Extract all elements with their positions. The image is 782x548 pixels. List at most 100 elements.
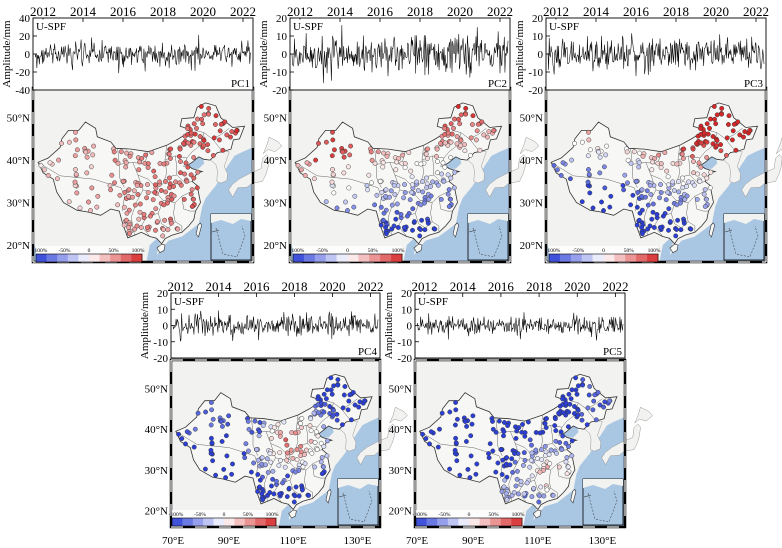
gnss-station [566,444,571,449]
gnss-station [153,206,159,212]
gnss-station [369,180,374,186]
gnss-station [691,159,696,164]
gnss-station [463,439,469,444]
gnss-station [86,199,91,205]
gnss-station [527,464,533,470]
gnss-station [395,225,401,230]
japan [356,423,396,466]
year-tick-label: 2012 [30,4,56,19]
gnss-station [430,179,436,185]
gnss-station [529,442,534,448]
gnss-station [117,192,123,198]
gnss-station [427,441,432,447]
amplitude-series [547,33,765,77]
gnss-station [704,196,709,202]
amplitude-tick-label: 0 [163,321,169,333]
amplitude-axis-label: Amplitude/mm [139,291,151,359]
gnss-station [73,171,79,177]
gnss-station [467,152,473,158]
amplitude-axis-label: Amplitude/mm [383,291,395,359]
gnss-station [217,128,223,134]
gnss-station [257,484,263,490]
gnss-station [112,157,118,163]
map-pc2: 50°N40°N30°N20°N -100% -50% 0 50% 100% [264,86,540,264]
gnss-station [656,152,662,158]
colorbar-cell [224,518,235,526]
amplitude-tick-label: 10 [532,31,544,43]
gnss-station [579,199,585,205]
colorbar-cell [490,518,502,526]
gnss-station [548,447,554,453]
gnss-station [634,204,640,210]
gnss-station [293,484,299,490]
colorbar-border [171,517,277,527]
gnss-station [141,211,147,217]
gnss-station [428,184,433,189]
gnss-station [330,137,336,143]
gnss-station [597,402,603,408]
pc-label: PC4 [358,346,377,358]
gnss-station [309,450,315,456]
gnss-station [168,146,174,152]
colorbar-cell [511,518,523,526]
gnss-station [503,491,509,497]
gnss-station [479,119,485,125]
map-frame [169,358,382,529]
gnss-station [723,152,729,158]
gnss-station [203,409,209,415]
gnss-station [690,146,696,152]
gnss-station [115,202,121,208]
gnss-station [161,227,166,232]
gnss-station [418,161,424,167]
gnss-station [324,453,330,459]
gnss-station [452,169,458,175]
gnss-station [631,149,637,155]
gnss-station [195,410,201,416]
gnss-station [601,164,607,170]
gnss-station [590,407,596,413]
gnss-station [514,468,520,474]
gnss-station [435,444,441,450]
gnss-station [451,125,456,131]
gnss-station [628,202,634,208]
gnss-station [730,128,736,134]
gnss-station [197,134,203,139]
pc-label-bg [486,77,508,88]
gnss-station [586,137,592,143]
gnss-station [229,129,235,135]
gnss-station [88,164,94,170]
gnss-station [647,223,653,229]
gnss-station [718,148,724,154]
colorbar-tick-label: 0 [602,248,605,254]
gnss-station [152,174,158,180]
year-tick-label: 2020 [320,279,346,294]
gnss-station [537,430,543,436]
gnss-station [315,433,321,439]
gnss-station [704,139,710,145]
latitude-label: 20°N [389,506,412,518]
gnss-station [499,472,505,477]
colorbar-tick-label: -50% [572,248,584,254]
gnss-station [352,402,358,408]
gnss-station [372,160,378,166]
latitude-label: 30°N [145,465,168,477]
latitude-label: 30°N [389,465,412,477]
year-tick-label: 2020 [190,4,216,19]
gnss-station [277,491,283,497]
gnss-station [737,132,743,138]
gnss-station [529,450,535,456]
colorbar-cell [391,254,403,262]
latitude-label: 20°N [145,506,168,518]
gnss-station [298,167,304,173]
gnss-station [542,443,548,449]
gnss-station [270,468,276,474]
gnss-station [422,227,428,233]
gnss-station [278,457,283,463]
gnss-station [321,391,327,397]
gnss-station [537,493,543,499]
gnss-station [423,436,429,442]
gnss-station [189,204,195,209]
gnss-station [408,168,414,174]
gnss-station [134,182,140,188]
province-border [304,469,307,489]
